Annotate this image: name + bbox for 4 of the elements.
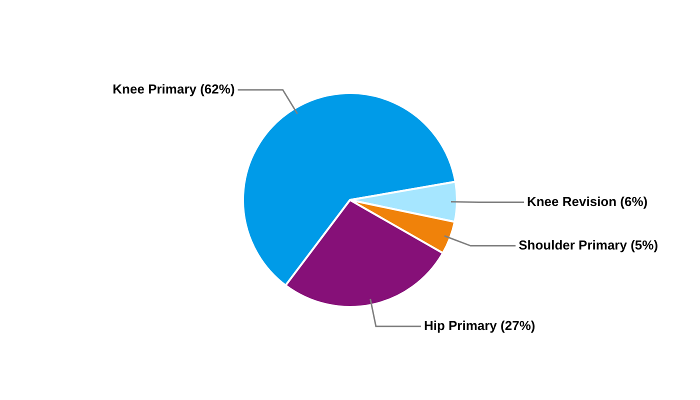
slice-label: Shoulder Primary (5%)	[518, 237, 658, 252]
slice-label: Knee Primary (62%)	[112, 81, 235, 96]
slice-label: Hip Primary (27%)	[424, 318, 536, 333]
slice-label: Knee Revision (6%)	[526, 194, 648, 209]
